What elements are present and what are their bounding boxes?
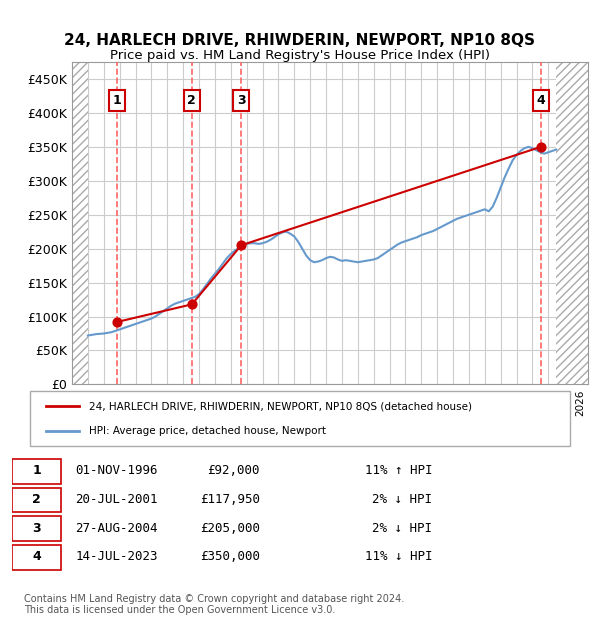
Text: 24, HARLECH DRIVE, RHIWDERIN, NEWPORT, NP10 8QS (detached house): 24, HARLECH DRIVE, RHIWDERIN, NEWPORT, N… [89,401,472,411]
Text: 01-NOV-1996: 01-NOV-1996 [76,464,158,477]
Text: 4: 4 [536,94,545,107]
FancyBboxPatch shape [12,459,61,484]
Text: 14-JUL-2023: 14-JUL-2023 [76,551,158,563]
Text: £117,950: £117,950 [200,493,260,506]
Bar [72,62,88,384]
Text: £205,000: £205,000 [200,521,260,534]
Text: 11% ↓ HPI: 11% ↓ HPI [365,551,433,563]
Text: HPI: Average price, detached house, Newport: HPI: Average price, detached house, Newp… [89,426,326,436]
Text: 4: 4 [32,551,41,563]
Text: 2: 2 [187,94,196,107]
Text: Contains HM Land Registry data © Crown copyright and database right 2024.
This d: Contains HM Land Registry data © Crown c… [24,594,404,615]
Bar [72,62,88,384]
Point [236,241,246,250]
Text: 27-AUG-2004: 27-AUG-2004 [76,521,158,534]
Text: 3: 3 [32,521,41,534]
Text: 24, HARLECH DRIVE, RHIWDERIN, NEWPORT, NP10 8QS: 24, HARLECH DRIVE, RHIWDERIN, NEWPORT, N… [65,33,536,48]
Text: 1: 1 [113,94,121,107]
Text: 20-JUL-2001: 20-JUL-2001 [76,493,158,506]
Text: 2% ↓ HPI: 2% ↓ HPI [373,521,433,534]
FancyBboxPatch shape [12,516,61,541]
Point [187,299,197,309]
Text: £350,000: £350,000 [200,551,260,563]
Text: £92,000: £92,000 [207,464,260,477]
Text: 2: 2 [32,493,41,506]
Point [112,317,122,327]
Text: 11% ↑ HPI: 11% ↑ HPI [365,464,433,477]
Point [536,142,545,152]
Text: Price paid vs. HM Land Registry's House Price Index (HPI): Price paid vs. HM Land Registry's House … [110,50,490,62]
FancyBboxPatch shape [30,391,570,446]
FancyBboxPatch shape [12,545,61,570]
Text: 3: 3 [237,94,245,107]
FancyBboxPatch shape [12,488,61,513]
Text: 1: 1 [32,464,41,477]
Text: 2% ↓ HPI: 2% ↓ HPI [373,493,433,506]
Bar [556,62,588,384]
